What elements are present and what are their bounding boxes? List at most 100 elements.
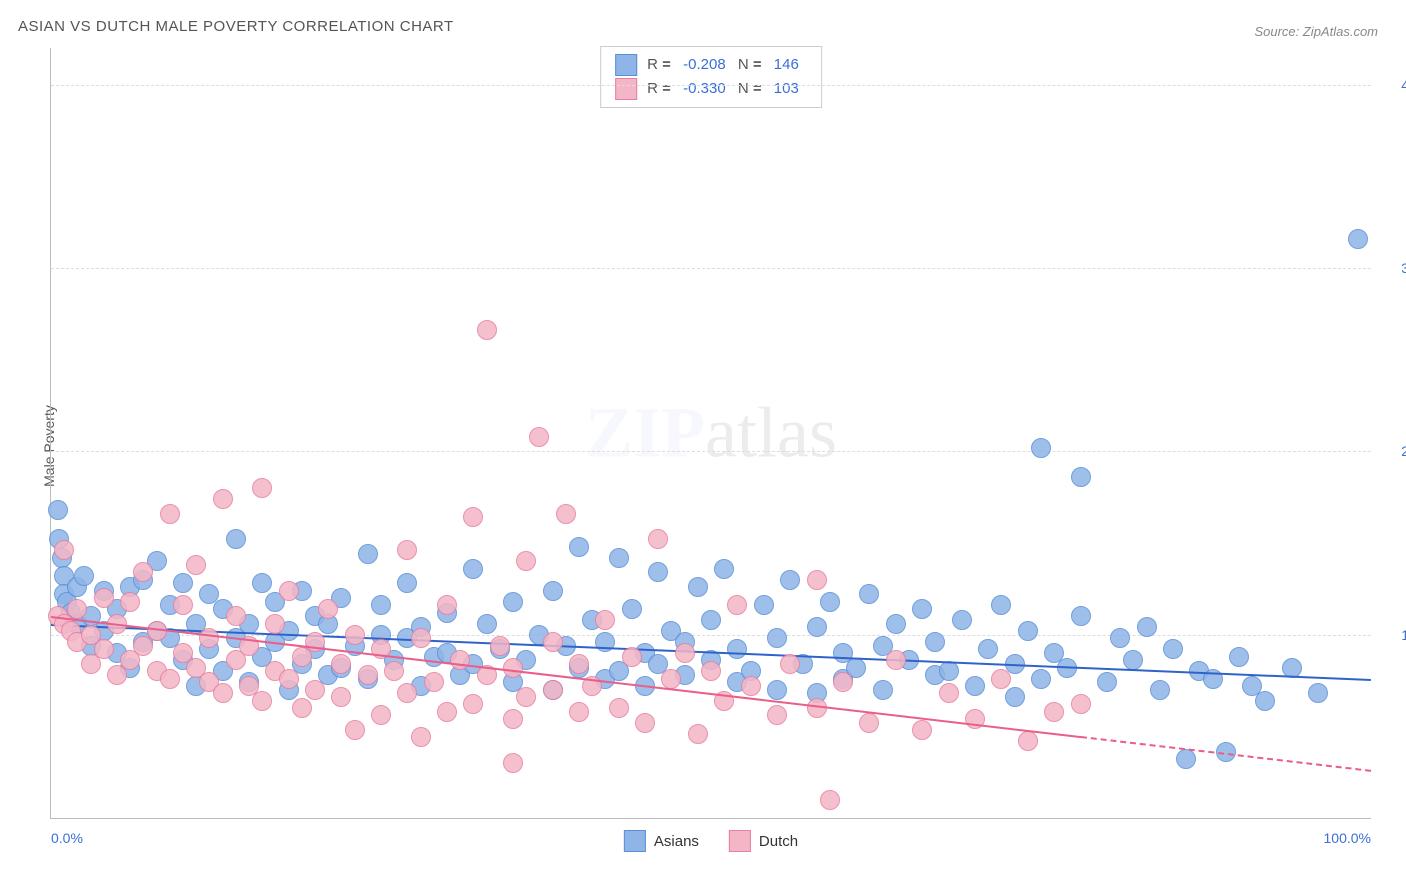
scatter-point — [991, 669, 1011, 689]
scatter-point — [226, 529, 246, 549]
scatter-point — [991, 595, 1011, 615]
scatter-point — [1163, 639, 1183, 659]
scatter-point — [94, 588, 114, 608]
scatter-point — [807, 617, 827, 637]
scatter-point — [595, 610, 615, 630]
scatter-point — [622, 599, 642, 619]
scatter-point — [252, 478, 272, 498]
scatter-point — [978, 639, 998, 659]
scatter-point — [543, 632, 563, 652]
scatter-point — [780, 570, 800, 590]
scatter-point — [965, 676, 985, 696]
scatter-point — [358, 665, 378, 685]
scatter-point — [688, 724, 708, 744]
scatter-point — [873, 680, 893, 700]
scatter-point — [226, 606, 246, 626]
series-legend: Asians Dutch — [624, 830, 798, 852]
scatter-point — [543, 581, 563, 601]
scatter-point — [477, 614, 497, 634]
scatter-point — [833, 672, 853, 692]
scatter-point — [1176, 749, 1196, 769]
scatter-point — [543, 680, 563, 700]
scatter-point — [886, 650, 906, 670]
scatter-point — [912, 599, 932, 619]
scatter-point — [1137, 617, 1157, 637]
scatter-point — [279, 581, 299, 601]
y-tick-label: 10.0% — [1401, 627, 1406, 643]
scatter-point — [160, 669, 180, 689]
scatter-point — [358, 544, 378, 564]
scatter-point — [741, 676, 761, 696]
scatter-point — [925, 632, 945, 652]
scatter-point — [345, 625, 365, 645]
scatter-point — [397, 683, 417, 703]
scatter-point — [186, 555, 206, 575]
scatter-point — [331, 687, 351, 707]
scatter-point — [859, 713, 879, 733]
scatter-point — [1031, 438, 1051, 458]
scatter-point — [701, 661, 721, 681]
scatter-point — [648, 562, 668, 582]
scatter-point — [74, 566, 94, 586]
scatter-point — [754, 595, 774, 615]
legend-row-dutch: R = -0.330 N = 103 — [615, 77, 807, 101]
scatter-point — [661, 669, 681, 689]
scatter-point — [1044, 702, 1064, 722]
scatter-point — [1150, 680, 1170, 700]
legend-label: Asians — [654, 833, 699, 850]
scatter-point — [133, 562, 153, 582]
scatter-point — [292, 698, 312, 718]
scatter-point — [820, 790, 840, 810]
scatter-point — [503, 592, 523, 612]
scatter-point — [371, 705, 391, 725]
legend-item-asians: Asians — [624, 830, 699, 852]
scatter-point — [437, 702, 457, 722]
scatter-point — [648, 529, 668, 549]
y-tick-label: 30.0% — [1401, 260, 1406, 276]
scatter-point — [939, 661, 959, 681]
correlation-legend: R = -0.208 N = 146 R = -0.330 N = 103 — [600, 46, 822, 108]
y-tick-label: 20.0% — [1401, 443, 1406, 459]
scatter-point — [213, 683, 233, 703]
scatter-point — [727, 639, 747, 659]
gridline — [51, 268, 1371, 269]
scatter-point — [450, 650, 470, 670]
scatter-point — [199, 628, 219, 648]
scatter-point — [1018, 621, 1038, 641]
scatter-point — [173, 573, 193, 593]
scatter-point — [1071, 694, 1091, 714]
scatter-point — [767, 680, 787, 700]
scatter-point — [490, 636, 510, 656]
scatter-point — [635, 713, 655, 733]
scatter-point — [780, 654, 800, 674]
scatter-point — [463, 559, 483, 579]
chart-title: ASIAN VS DUTCH MALE POVERTY CORRELATION … — [18, 18, 454, 35]
gridline — [51, 451, 1371, 452]
swatch-dutch-icon — [729, 830, 751, 852]
scatter-point — [305, 680, 325, 700]
scatter-point — [1071, 606, 1091, 626]
scatter-point — [569, 537, 589, 557]
scatter-point — [688, 577, 708, 597]
swatch-asians-icon — [624, 830, 646, 852]
scatter-point — [1110, 628, 1130, 648]
swatch-dutch-icon — [615, 78, 637, 100]
scatter-point — [54, 540, 74, 560]
scatter-point — [279, 669, 299, 689]
scatter-point — [1031, 669, 1051, 689]
scatter-point — [1308, 683, 1328, 703]
scatter-point — [252, 573, 272, 593]
source-attribution: Source: ZipAtlas.com — [1254, 24, 1378, 39]
scatter-point — [886, 614, 906, 634]
scatter-point — [1097, 672, 1117, 692]
scatter-point — [173, 595, 193, 615]
scatter-point — [371, 595, 391, 615]
scatter-point — [503, 709, 523, 729]
scatter-point — [397, 573, 417, 593]
y-tick-label: 40.0% — [1401, 77, 1406, 93]
watermark: ZIPatlas — [585, 392, 837, 475]
scatter-point — [952, 610, 972, 630]
gridline — [51, 85, 1371, 86]
scatter-point — [1018, 731, 1038, 751]
scatter-point — [318, 599, 338, 619]
